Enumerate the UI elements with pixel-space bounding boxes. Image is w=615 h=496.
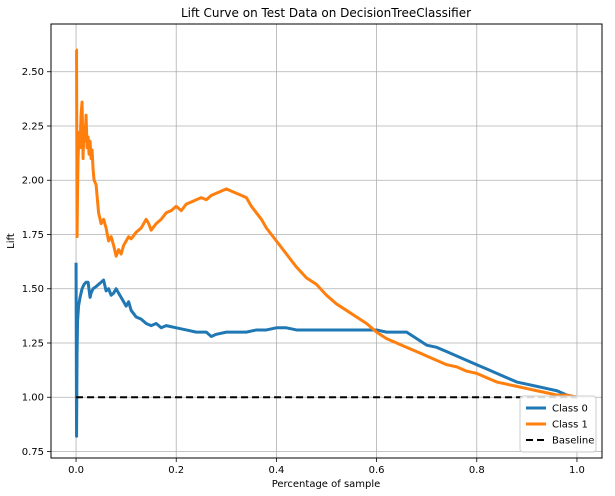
plot-frame — [50, 23, 603, 459]
x-axis-label: Percentage of sample — [272, 479, 381, 490]
x-tick-label: 0.4 — [268, 465, 284, 476]
series-line-class-1 — [75, 48, 578, 399]
y-tick-label: 1.25 — [22, 338, 44, 349]
y-tick-label: 2.50 — [22, 67, 44, 78]
y-tick-label: 2.00 — [22, 176, 44, 187]
legend: Class 0 Class 1 Baseline — [519, 395, 597, 453]
y-tick-label: 0.75 — [22, 447, 44, 458]
y-tick-label: 1.50 — [22, 284, 44, 295]
legend-label: Baseline — [552, 436, 594, 447]
y-tick-label: 1.00 — [22, 393, 44, 404]
y-tick-label: 2.25 — [22, 121, 44, 132]
axis-ticks: 0.0 0.2 0.4 0.6 0.8 1.0 0.75 1.00 1.25 1.50 1.75 2.… — [22, 67, 585, 476]
chart-title: Lift Curve on Test Data on DecisionTreeC… — [181, 6, 471, 20]
x-tick-label: 0.2 — [168, 465, 184, 476]
plot-lines — [74, 48, 578, 438]
x-tick-label: 0.0 — [68, 465, 84, 476]
legend-box — [519, 395, 597, 453]
legend-label: Class 0 — [552, 404, 588, 415]
legend-label: Class 1 — [552, 420, 588, 431]
x-tick-label: 0.8 — [469, 465, 485, 476]
y-axis-label: Lift — [6, 233, 17, 249]
x-tick-label: 0.6 — [369, 465, 385, 476]
x-tick-label: 1.0 — [569, 465, 585, 476]
series-line-class-0 — [74, 262, 578, 438]
y-tick-label: 1.75 — [22, 230, 44, 241]
